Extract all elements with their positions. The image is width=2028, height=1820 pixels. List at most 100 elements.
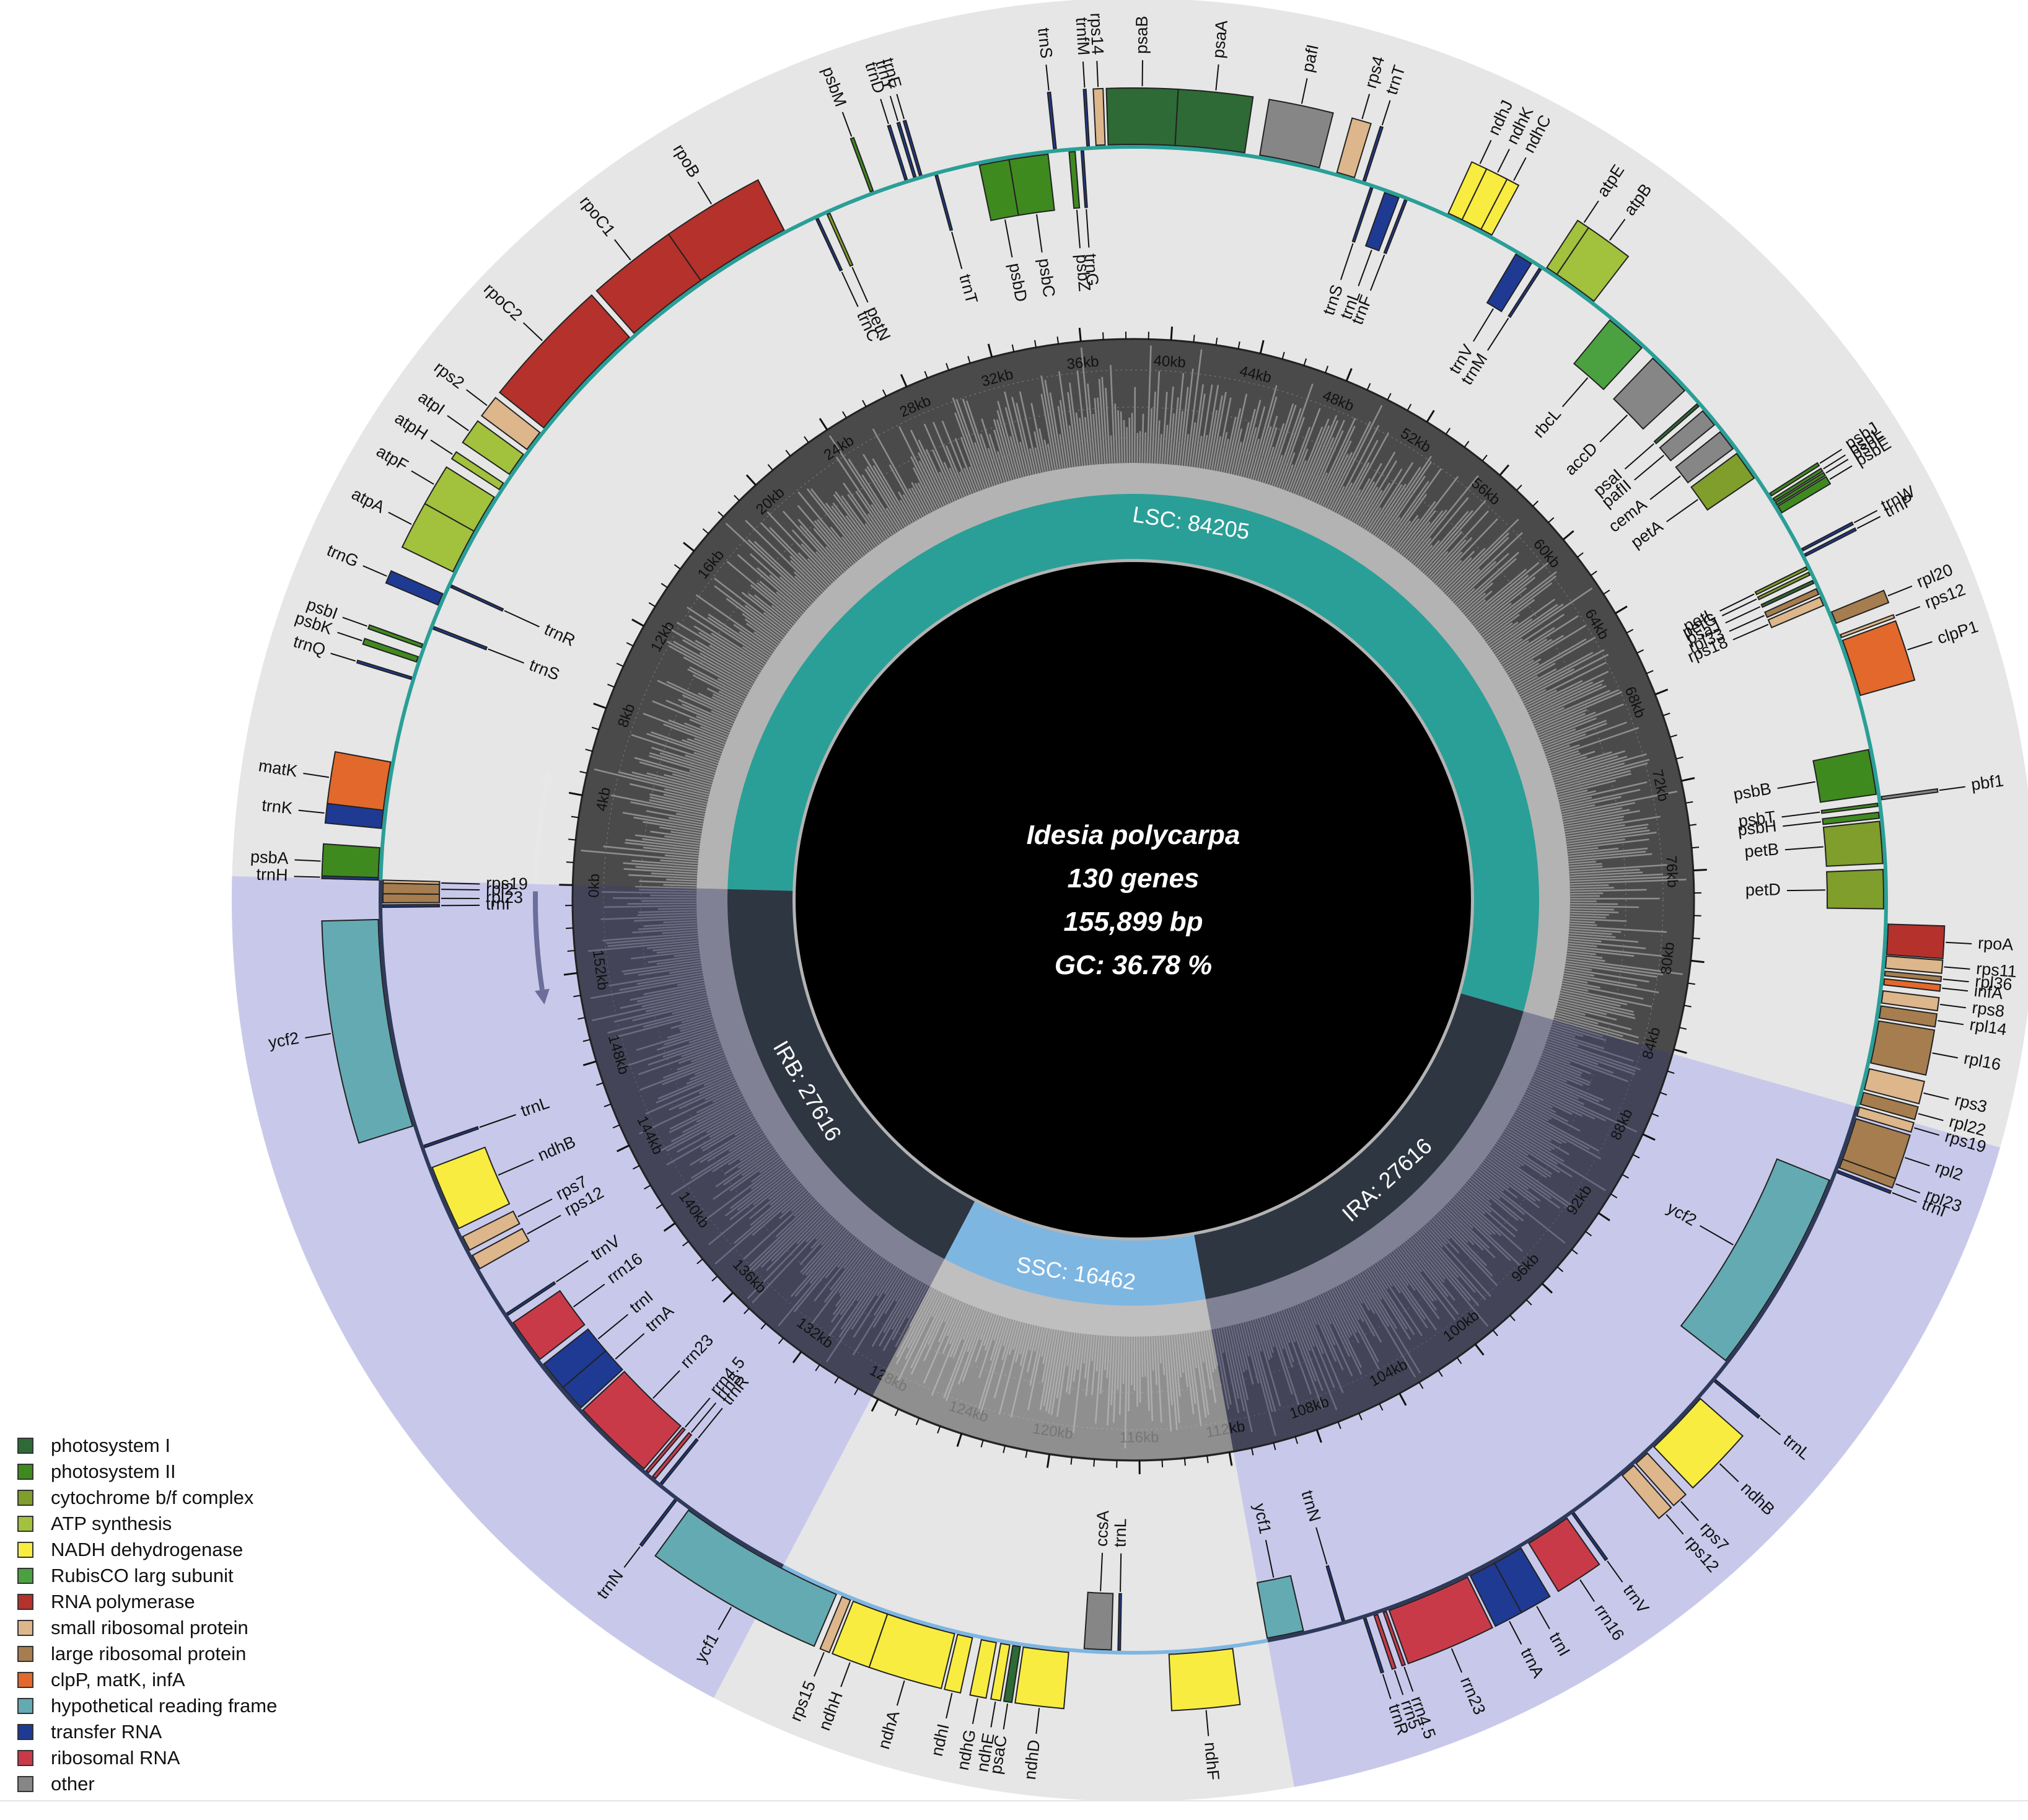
gene-rps12 [1621,1464,1672,1519]
gene-leader [851,266,869,303]
tick [1499,464,1510,477]
gene-rps8 [1881,990,1940,1012]
gene-ndhG [969,1638,998,1699]
gene-atpB [1556,227,1630,302]
gene-trnS [432,626,488,651]
backbone-ira [1267,1106,1859,1643]
tick [842,411,847,418]
gene-label: psbA [250,847,289,868]
gene-matK [327,750,392,811]
gene-atpH [450,451,504,491]
tick [1078,327,1082,342]
gene-leader [1472,308,1494,342]
gene-leader [1609,219,1626,241]
gene-leader [441,904,480,907]
gene-leader [1856,516,1881,529]
gene-atpF [424,466,496,532]
gene-rpoA [1885,923,1946,960]
tick [616,1145,630,1153]
gene-trnL [1364,191,1400,252]
gene-label: ccsA [1092,1510,1113,1547]
legend-item: transfer RNA [17,1719,277,1745]
gene-ycf2 [321,918,414,1144]
tick [568,791,583,796]
tick [633,1164,640,1170]
legend: photosystem I photosystem II cytochrome b/… [17,1433,277,1797]
tick [1025,1450,1028,1458]
gene-leader [1382,1674,1392,1700]
tick [1102,332,1104,340]
tick-label: 76kb [1662,855,1681,888]
gene-leader [1536,1606,1550,1630]
gene-leader [298,809,325,814]
gene-rpl33 [1764,587,1820,618]
tick [1366,383,1371,390]
tick [566,927,574,930]
gene-rps19 [1856,1106,1915,1133]
tick [871,1399,879,1412]
gene-trnG [385,569,444,606]
gene-leader [1923,1092,1949,1100]
gene-trnH [321,875,379,881]
tick [661,582,668,589]
tick [1228,1452,1233,1466]
gene-leader [573,1283,605,1308]
tick [1492,1329,1498,1337]
gene-label: trnH [256,865,288,884]
tick [1541,1283,1553,1294]
tick [854,1388,859,1396]
tick [1577,552,1584,558]
gene-leader [330,653,356,662]
tick [648,602,656,607]
tick [1516,485,1522,491]
gene-rpoB [667,179,785,281]
gene-leader [305,1032,331,1039]
legend-item: other [17,1771,277,1797]
tick [1556,1266,1564,1272]
tick [607,684,615,688]
tick [1667,1070,1675,1074]
tick-label: 0kb [586,874,603,898]
gene-rpl16 [1870,1020,1936,1076]
gene-leader [1624,443,1654,470]
gene-trnV [1486,253,1532,312]
gene-rpl20 [1830,589,1890,625]
gene-ndhI [944,1633,973,1694]
gene-leader [1562,377,1589,407]
tick [663,1222,676,1232]
gene-leader [972,1698,978,1725]
gene-leader [1215,64,1219,90]
gene-rpl23 [382,893,441,903]
legend-item: clpP, matK, infA [17,1667,277,1693]
tick [577,1017,586,1020]
tick [862,400,867,407]
legend-swatch [17,1724,33,1740]
tick-label: 80kb [1657,941,1677,975]
gene-ycf1 [654,1509,838,1647]
tick [718,511,724,517]
gene-leader [430,439,453,455]
gene-trnP [1804,527,1857,557]
gene-petN [826,213,854,267]
tick [915,1417,920,1425]
gene-leader [896,1680,905,1706]
gene-leader [1819,449,1843,464]
tick [1281,351,1285,359]
gene-leader [294,876,320,878]
gene-leader [1895,605,1921,617]
tick [819,418,828,431]
gene-leader [388,511,412,525]
gene-psbE [1777,476,1832,514]
gene-leader [813,1652,825,1677]
tick [1610,1193,1618,1198]
gene-leader [1939,1003,1966,1009]
legend-swatch [17,1672,33,1688]
tick [1418,1382,1424,1389]
gene-trnS [1047,91,1057,149]
gene-leader [1932,1052,1958,1059]
gene-leader [951,231,963,270]
tick [644,1184,651,1190]
gene-leader [840,1662,851,1687]
gene-leader [684,1397,711,1428]
gene-leader [698,1407,723,1439]
